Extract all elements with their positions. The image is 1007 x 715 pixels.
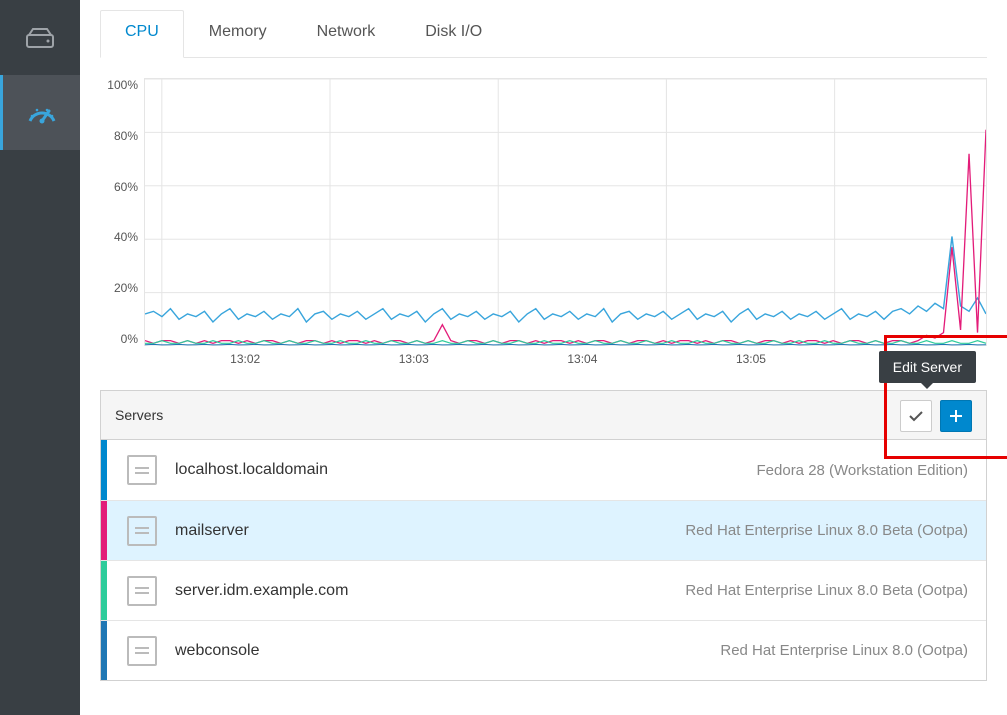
gauge-icon — [27, 101, 57, 125]
xtick: 13:04 — [567, 352, 597, 366]
server-row[interactable]: webconsole Red Hat Enterprise Linux 8.0 (… — [101, 620, 986, 680]
tab-network[interactable]: Network — [292, 10, 401, 58]
ytick: 80% — [114, 129, 138, 143]
servers-actions — [900, 400, 972, 432]
xtick: 13:03 — [399, 352, 429, 366]
chart-wrap: 13:02 13:03 13:04 13:05 — [144, 78, 987, 370]
server-os: Fedora 28 (Workstation Edition) — [757, 462, 969, 479]
server-name: server.idm.example.com — [175, 582, 348, 600]
ytick: 60% — [114, 180, 138, 194]
server-os: Red Hat Enterprise Linux 8.0 (Ootpa) — [720, 642, 968, 659]
main-content: CPU Memory Network Disk I/O 100% 80% 60%… — [80, 0, 1007, 715]
ytick: 40% — [114, 230, 138, 244]
edit-server-tooltip: Edit Server — [879, 351, 976, 383]
server-os: Red Hat Enterprise Linux 8.0 Beta (Ootpa… — [685, 522, 968, 539]
server-color-bar — [101, 501, 107, 560]
tabs: CPU Memory Network Disk I/O — [100, 10, 987, 58]
server-color-bar — [101, 561, 107, 620]
ytick: 20% — [114, 281, 138, 295]
page-icon — [127, 636, 157, 666]
server-name: localhost.localdomain — [175, 461, 328, 479]
server-row[interactable]: server.idm.example.com Red Hat Enterprise… — [101, 560, 986, 620]
sidebar-item-system[interactable] — [0, 0, 80, 75]
tab-diskio[interactable]: Disk I/O — [400, 10, 507, 58]
sidebar-item-dashboard[interactable] — [0, 75, 80, 150]
xtick: 13:05 — [736, 352, 766, 366]
xtick: 13:02 — [230, 352, 260, 366]
edit-server-button[interactable] — [900, 400, 932, 432]
app-root: CPU Memory Network Disk I/O 100% 80% 60%… — [0, 0, 1007, 715]
check-icon — [909, 410, 923, 422]
page-icon — [127, 576, 157, 606]
page-icon — [127, 516, 157, 546]
server-name: webconsole — [175, 642, 260, 660]
chart-area: 100% 80% 60% 40% 20% 0% 13:0213:0313:041… — [100, 78, 987, 370]
page-icon — [127, 455, 157, 485]
cpu-chart — [144, 78, 987, 346]
add-server-button[interactable] — [940, 400, 972, 432]
ytick: 0% — [121, 332, 138, 346]
hdd-icon — [26, 28, 54, 48]
server-row[interactable]: mailserver Red Hat Enterprise Linux 8.0 B… — [101, 500, 986, 560]
server-row[interactable]: localhost.localdomain Fedora 28 (Workstat… — [101, 440, 986, 500]
server-color-bar — [101, 440, 107, 500]
server-list: localhost.localdomain Fedora 28 (Workstat… — [100, 440, 987, 681]
chart-yaxis: 100% 80% 60% 40% 20% 0% — [100, 78, 144, 346]
plus-icon — [949, 409, 963, 423]
chart-xaxis: 13:02 13:03 13:04 13:05 — [144, 352, 987, 370]
tab-memory[interactable]: Memory — [184, 10, 292, 58]
server-color-bar — [101, 621, 107, 680]
tab-cpu[interactable]: CPU — [100, 10, 184, 58]
ytick: 100% — [107, 78, 138, 92]
server-name: mailserver — [175, 522, 249, 540]
servers-label: Servers — [115, 407, 163, 423]
sidebar — [0, 0, 80, 715]
servers-header: Servers Edit Server — [100, 390, 987, 440]
server-os: Red Hat Enterprise Linux 8.0 Beta (Ootpa… — [685, 582, 968, 599]
